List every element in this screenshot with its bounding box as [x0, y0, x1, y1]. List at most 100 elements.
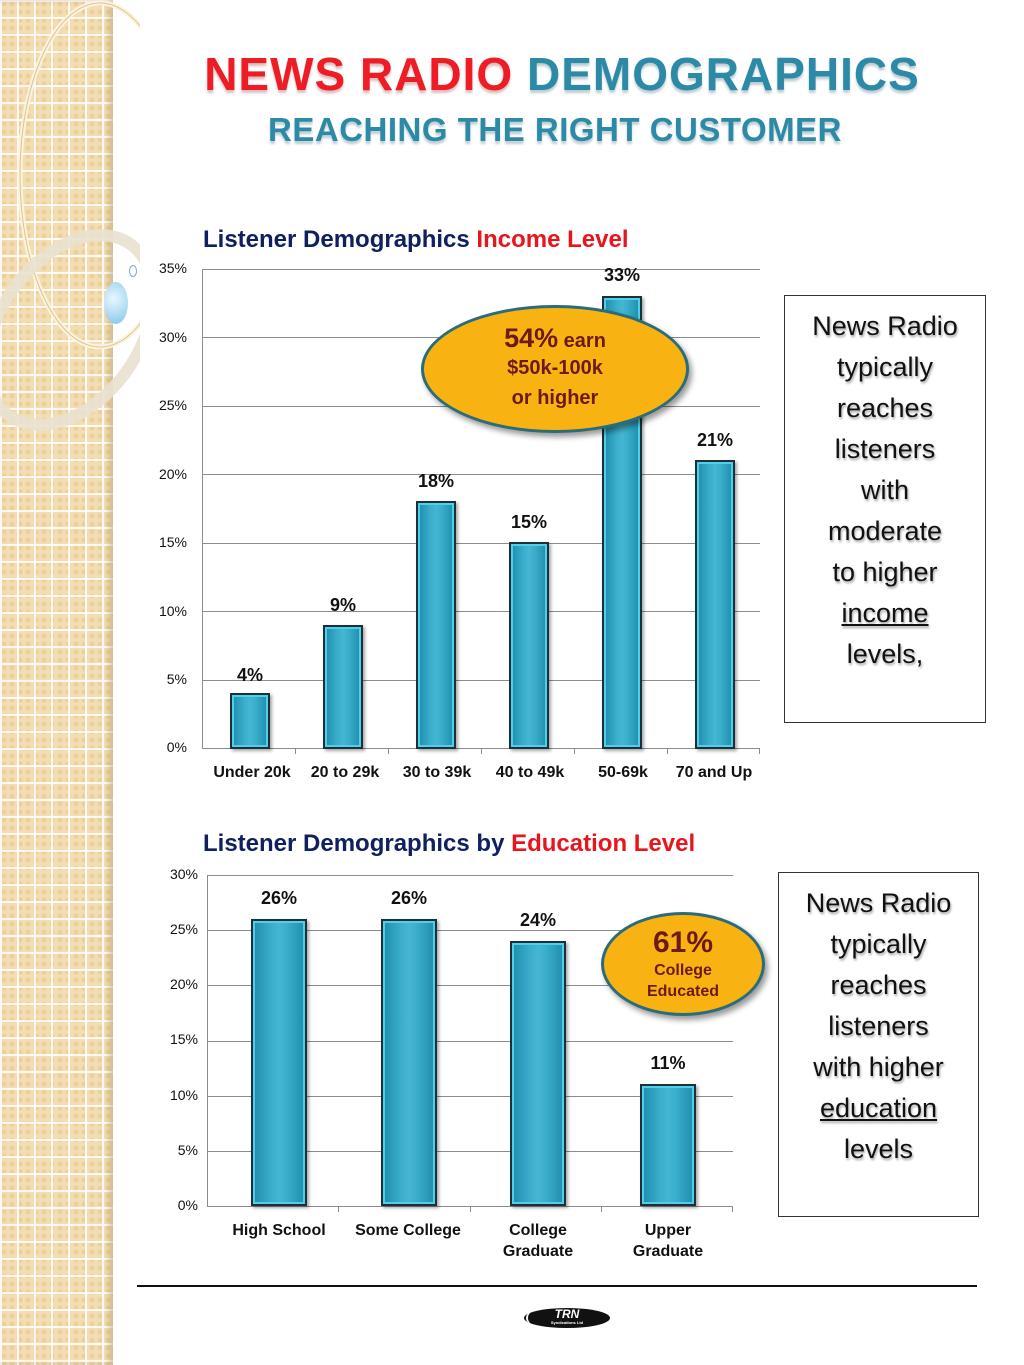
category-line: College — [509, 1222, 567, 1239]
income-y-tick: 30% — [158, 329, 187, 345]
page-title: NEWS RADIO DEMOGRAPHICS — [0, 50, 1024, 98]
income-callout-suffix: or higher — [511, 386, 599, 409]
note-line: levels, — [846, 639, 924, 669]
income-category-label: 70 and Up — [675, 764, 753, 781]
gridline — [202, 680, 760, 681]
education-bar-high-school — [251, 919, 307, 1206]
category-line: Upper — [644, 1222, 692, 1239]
income-y-tick: 10% — [158, 603, 187, 619]
income-note-box: News Radio typically reaches listeners w… — [784, 295, 986, 723]
note-line: typically — [830, 929, 927, 959]
education-category-label: College Graduate — [478, 1220, 598, 1262]
education-callout-percent: 61% — [652, 926, 714, 959]
category-line: Graduate — [502, 1243, 574, 1260]
x-tick — [338, 1206, 339, 1212]
gridline — [202, 474, 760, 475]
income-value-label: 4% — [236, 665, 263, 685]
note-line: reaches — [836, 393, 934, 423]
category-line: Some College — [355, 1222, 461, 1239]
income-y-tick: 20% — [158, 466, 187, 482]
income-y-tick: 25% — [158, 397, 187, 413]
education-callout-line1: College — [654, 962, 712, 979]
income-chart-plot: 4% 9% 18% 15% 33% 21% — [202, 265, 760, 754]
footer-divider — [137, 1285, 977, 1287]
x-tick — [601, 1206, 602, 1212]
income-y-tick: 35% — [158, 260, 187, 276]
education-note-box: News Radio typically reaches listeners w… — [778, 872, 979, 1217]
income-callout-text: earn — [563, 329, 606, 352]
x-tick — [388, 748, 389, 754]
decorative-bubble-icon — [104, 282, 128, 324]
category-line: Graduate — [632, 1243, 704, 1260]
note-line: levels — [843, 1134, 914, 1164]
income-category-label: 50-69k — [598, 764, 648, 781]
education-y-tick: 0% — [177, 1197, 198, 1213]
income-chart-title-main: Listener Demographics — [203, 226, 470, 253]
x-tick — [574, 748, 575, 754]
income-value-label: 21% — [696, 430, 734, 450]
income-value-label: 18% — [417, 471, 455, 491]
note-line: typically — [836, 352, 934, 382]
x-tick — [481, 748, 482, 754]
income-category-label: 40 to 49k — [495, 764, 565, 781]
page-title-part1: NEWS RADIO — [204, 48, 514, 100]
education-y-tick: 20% — [169, 976, 198, 992]
decorative-side-band — [0, 0, 140, 1365]
gridline — [207, 875, 733, 876]
gridline — [202, 543, 760, 544]
x-tick — [667, 748, 668, 754]
gridline — [207, 1041, 733, 1042]
income-category-label: 30 to 39k — [402, 764, 472, 781]
gridline — [207, 930, 733, 931]
income-bar-30-to-39k — [416, 501, 456, 749]
education-y-tick: 30% — [169, 866, 198, 882]
decorative-swirl-icon — [0, 0, 140, 431]
education-bar-upper-graduate — [640, 1084, 696, 1206]
education-bar-some-college — [381, 919, 437, 1206]
x-tick — [732, 1206, 733, 1212]
income-y-tick: 0% — [166, 739, 187, 755]
gridline — [207, 1151, 733, 1152]
income-y-tick: 5% — [166, 671, 187, 687]
education-chart-title: Listener Demographics by Education Level — [203, 830, 695, 858]
income-value-label: 15% — [510, 512, 548, 532]
income-bar-40-to-49k — [509, 542, 549, 749]
income-value-label: 33% — [603, 265, 641, 285]
education-callout: 61% College Educated — [601, 912, 765, 1016]
education-chart-plot: 26% 26% 24% 11% — [207, 875, 733, 1212]
note-line: reaches — [830, 970, 927, 1000]
note-underlined-word: income — [841, 598, 929, 628]
education-bar-college-graduate — [510, 941, 566, 1206]
education-chart-title-main: Listener Demographics by — [203, 830, 505, 857]
education-value-label: 11% — [650, 1053, 686, 1073]
income-callout: 54% earn $50k-100k or higher — [421, 305, 689, 433]
x-tick — [759, 748, 760, 754]
education-value-label: 26% — [390, 888, 428, 908]
gridline — [202, 269, 760, 270]
education-y-tick: 25% — [169, 921, 198, 937]
income-value-label: 9% — [329, 595, 356, 615]
note-line: moderate — [827, 516, 943, 546]
income-y-tick: 15% — [158, 534, 187, 550]
income-bar-under-20k — [230, 693, 270, 749]
logo-text: TRN — [554, 1307, 580, 1321]
gridline — [202, 611, 760, 612]
y-axis — [202, 269, 203, 749]
decorative-small-bubble-icon — [129, 265, 137, 277]
income-callout-range: $50k-100k — [507, 356, 603, 379]
x-tick — [470, 1206, 471, 1212]
note-underlined-word: education — [819, 1093, 938, 1123]
education-callout-line2: Educated — [646, 983, 719, 1000]
gridline — [207, 985, 733, 986]
education-category-label: Some College — [342, 1220, 474, 1241]
logo-subtext: Syndications Ltd — [550, 1320, 584, 1325]
x-tick — [295, 748, 296, 754]
income-category-label: 20 to 29k — [310, 764, 380, 781]
education-y-tick: 5% — [177, 1142, 198, 1158]
education-value-label: 26% — [260, 888, 298, 908]
income-bar-70-and-up — [695, 460, 735, 749]
y-axis — [207, 875, 208, 1207]
category-line: High School — [232, 1222, 326, 1239]
gridline — [207, 1096, 733, 1097]
education-category-label: High School — [218, 1220, 340, 1241]
